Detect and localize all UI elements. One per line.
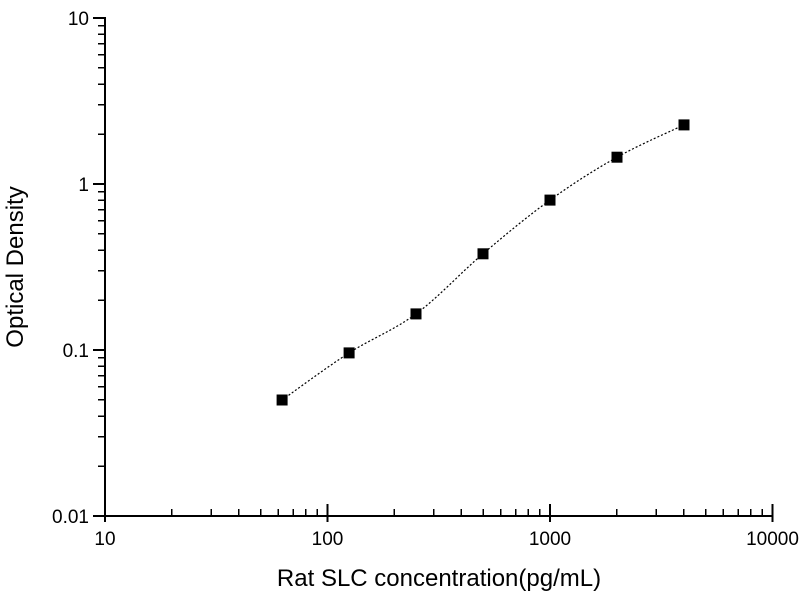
data-point-marker [477,248,489,260]
data-point-marker [611,151,623,163]
data-point-marker [343,347,355,359]
axes: 10 100 1000 10000 0.01 0.1 1 10 [52,9,799,550]
data-point-marker [544,194,556,206]
x-tick-label: 1000 [529,529,571,550]
x-axis-title: Rat SLC concentration(pg/mL) [277,565,601,592]
y-tick-label: 10 [68,9,89,30]
data-series [276,119,690,406]
fit-curve-line [281,124,685,401]
y-tick-label: 1 [78,175,89,196]
data-point-marker [276,394,288,406]
x-tick-label: 100 [312,529,344,550]
data-point-marker [678,119,690,131]
y-tick-label: 0.1 [63,341,89,362]
y-tick-label: 0.01 [52,507,89,528]
x-tick-label: 10 [94,529,115,550]
data-point-marker [410,308,422,320]
y-axis-title: Optical Density [2,186,29,347]
x-tick-label: 10000 [746,529,799,550]
